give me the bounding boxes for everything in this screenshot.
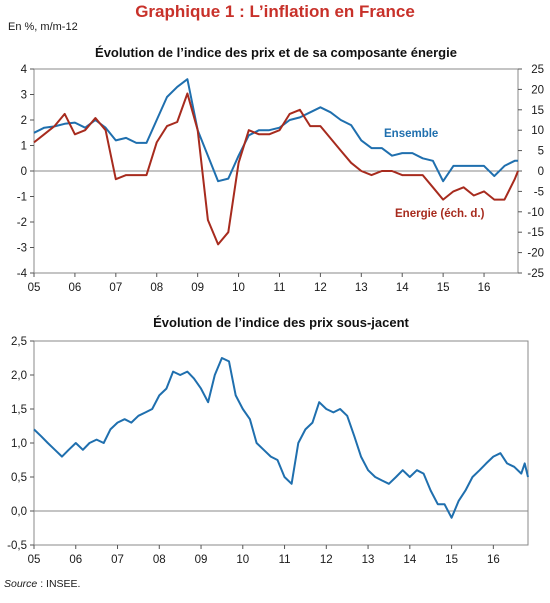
y-tick-label: -0,5 bbox=[7, 540, 27, 552]
bottom-chart: Évolution de l’indice des prix sous-jace… bbox=[7, 315, 529, 566]
x-tick-label: 15 bbox=[437, 282, 450, 294]
y-right-tick-label: 20 bbox=[531, 84, 544, 96]
y-right-tick-label: 25 bbox=[531, 64, 544, 76]
x-tick-label: 08 bbox=[153, 554, 166, 566]
y-tick-label: 1,0 bbox=[11, 438, 27, 450]
x-tick-label: 14 bbox=[396, 282, 409, 294]
y-tick-label: 1,5 bbox=[11, 404, 27, 416]
y-tick-label: 2,5 bbox=[11, 336, 27, 348]
x-tick-label: 09 bbox=[191, 282, 204, 294]
chart-title: Évolution de l’indice des prix et de sa … bbox=[95, 45, 457, 60]
y-right-tick-label: 0 bbox=[538, 166, 544, 178]
y-tick-label: 2 bbox=[21, 115, 27, 127]
series-line bbox=[33, 78, 518, 183]
y-right-tick-label: -20 bbox=[527, 248, 544, 260]
y-right-tick-label: -15 bbox=[527, 227, 544, 239]
series-label: Ensemble bbox=[384, 128, 438, 140]
x-tick-label: 07 bbox=[109, 282, 122, 294]
y-right-tick-label: -10 bbox=[527, 207, 544, 219]
x-tick-label: 05 bbox=[28, 554, 41, 566]
x-tick-label: 13 bbox=[355, 282, 368, 294]
y-tick-label: -2 bbox=[17, 217, 27, 229]
x-tick-label: 06 bbox=[69, 282, 82, 294]
y-right-tick-label: -25 bbox=[527, 268, 544, 280]
y-right-tick-label: 15 bbox=[531, 105, 544, 117]
y-right-tick-label: -5 bbox=[534, 186, 544, 198]
x-tick-label: 08 bbox=[150, 282, 163, 294]
source-label: Source bbox=[4, 578, 38, 590]
x-tick-label: 16 bbox=[487, 554, 500, 566]
x-tick-label: 13 bbox=[362, 554, 375, 566]
x-tick-label: 09 bbox=[195, 554, 208, 566]
source-note: Source : INSEE. bbox=[4, 578, 80, 590]
x-tick-label: 15 bbox=[445, 554, 458, 566]
y-tick-label: 1 bbox=[21, 141, 27, 153]
x-tick-label: 12 bbox=[314, 282, 327, 294]
series-label: Energie (éch. d.) bbox=[395, 208, 485, 220]
series-line bbox=[33, 357, 529, 519]
x-tick-label: 06 bbox=[69, 554, 82, 566]
chart-title: Évolution de l’indice des prix sous-jace… bbox=[153, 315, 409, 330]
y-tick-label: -3 bbox=[17, 243, 27, 255]
y-tick-label: 3 bbox=[21, 90, 27, 102]
x-tick-label: 16 bbox=[478, 282, 491, 294]
y-tick-label: 0,5 bbox=[11, 472, 27, 484]
x-tick-label: 10 bbox=[232, 282, 245, 294]
y-tick-label: 4 bbox=[21, 64, 28, 76]
unit-label: En %, m/m-12 bbox=[8, 21, 78, 33]
x-tick-label: 11 bbox=[279, 554, 291, 566]
main-title: Graphique 1 : L’inflation en France bbox=[135, 2, 415, 21]
y-tick-label: 0,0 bbox=[11, 506, 27, 518]
y-tick-label: -4 bbox=[17, 268, 28, 280]
series-line bbox=[33, 92, 519, 246]
y-right-tick-label: 5 bbox=[538, 146, 544, 158]
x-tick-label: 12 bbox=[320, 554, 333, 566]
y-right-tick-label: 10 bbox=[531, 125, 544, 137]
x-tick-label: 14 bbox=[403, 554, 416, 566]
x-tick-label: 10 bbox=[236, 554, 249, 566]
y-tick-label: 0 bbox=[21, 166, 27, 178]
x-tick-label: 05 bbox=[28, 282, 41, 294]
y-tick-label: 2,0 bbox=[11, 370, 27, 382]
x-tick-label: 11 bbox=[274, 282, 286, 294]
x-tick-label: 07 bbox=[111, 554, 124, 566]
y-tick-label: -1 bbox=[17, 192, 27, 204]
top-chart: Évolution de l’indice des prix et de sa … bbox=[17, 45, 544, 294]
source-text: : INSEE. bbox=[37, 578, 81, 590]
